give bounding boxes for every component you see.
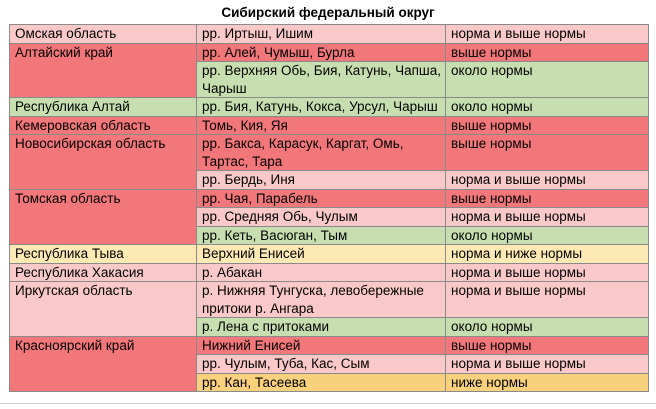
region-cell: Республика Алтай [9, 97, 197, 117]
rivers-cell: р. Абакан [196, 262, 446, 282]
status-cell: норма и ниже нормы [445, 244, 649, 264]
table-title: Сибирский федеральный округ [221, 5, 435, 20]
table-row: Кемеровская область Томь, Кия, Яя выше н… [9, 115, 649, 135]
table-row: рр. Бердь, Иня норма и выше нормы [10, 170, 649, 190]
rivers-cell: рр. Кан, Тасеева [196, 372, 446, 392]
table-row: Республика Алтай рр. Бия, Катунь, Кокса,… [9, 97, 649, 117]
table-row: Новосибирская область рр. Бакса, Карасук… [9, 134, 649, 190]
status-cell: ниже нормы [445, 372, 649, 392]
rivers-cell: рр. Кеть, Васюган, Тым [196, 225, 446, 245]
region-cell: Омская область [9, 24, 197, 44]
rivers-cell: рр. Алей, Чумыш, Бурла [196, 42, 446, 62]
status-cell: выше нормы [445, 134, 649, 171]
region-cell: Алтайский край [9, 42, 197, 98]
table-row: Красноярский край Нижний Енисей выше нор… [9, 335, 649, 392]
rivers-cell: Верхний Енисей [196, 244, 446, 264]
status-cell: около нормы [445, 225, 649, 245]
table-row: Республика Тыва Верхний Енисей норма и н… [9, 244, 649, 264]
table-row: Томская область рр. Чая, Парабель выше н… [9, 188, 649, 245]
table-row: Республика Хакасия р. Абакан норма и выш… [9, 262, 649, 282]
status-cell: около нормы [445, 61, 649, 98]
region-cell: Красноярский край [9, 335, 197, 392]
table-row: рр. Верхняя Обь, Бия, Катунь, Чапша, Чар… [10, 61, 649, 98]
table-row: рр. Средняя Обь, Чулым норма и выше норм… [10, 207, 649, 227]
status-cell: норма и выше нормы [445, 24, 649, 44]
table-row: Омская область рр. Иртыш, Ишим норма и в… [9, 24, 649, 44]
rivers-cell: рр. Бердь, Иня [196, 170, 446, 190]
status-cell: норма и выше нормы [445, 207, 649, 227]
rivers-cell: р. Нижняя Тунгуска, левобережные притоки… [196, 281, 446, 318]
table-row: Иркутская область р. Нижняя Тунгуска, ле… [9, 281, 649, 337]
status-cell: норма и выше нормы [445, 281, 649, 318]
status-cell: около нормы [445, 317, 649, 337]
region-cell: Новосибирская область [9, 134, 197, 190]
status-cell: выше нормы [445, 42, 649, 62]
rivers-cell: рр. Бия, Катунь, Кокса, Урсул, Чарыш [196, 97, 446, 117]
rivers-cell: рр. Средняя Обь, Чулым [196, 207, 446, 227]
bottom-divider [0, 403, 656, 404]
status-cell: норма и выше нормы [445, 170, 649, 190]
table-row: рр. Чулым, Туба, Кас, Сым норма и выше н… [10, 354, 649, 374]
table-row: Алтайский край рр. Алей, Чумыш, Бурла вы… [9, 42, 649, 98]
region-cell: Иркутская область [9, 281, 197, 337]
status-cell: выше нормы [445, 115, 649, 135]
status-cell: выше нормы [445, 335, 649, 355]
rivers-cell: Томь, Кия, Яя [196, 115, 446, 135]
rivers-cell: рр. Бакса, Карасук, Каргат, Омь, Тартас,… [196, 134, 446, 171]
rivers-cell: рр. Чая, Парабель [196, 188, 446, 208]
rivers-cell: рр. Иртыш, Ишим [196, 24, 446, 44]
rivers-cell: р. Лена с притоками [196, 317, 446, 337]
status-cell: норма и выше нормы [445, 354, 649, 374]
table-row: рр. Кан, Тасеева ниже нормы [10, 372, 649, 392]
status-cell: выше нормы [445, 188, 649, 208]
region-cell: Республика Тыва [9, 244, 197, 264]
rivers-cell: Нижний Енисей [196, 335, 446, 355]
table-row: рр. Кеть, Васюган, Тым около нормы [10, 225, 649, 245]
rivers-cell: рр. Чулым, Туба, Кас, Сым [196, 354, 446, 374]
rivers-cell: рр. Верхняя Обь, Бия, Катунь, Чапша, Чар… [196, 61, 446, 98]
region-cell: Республика Хакасия [9, 262, 197, 282]
region-cell: Кемеровская область [9, 115, 197, 135]
region-cell: Томская область [9, 188, 197, 245]
regions-table: Омская область рр. Иртыш, Ишим норма и в… [9, 24, 649, 392]
status-cell: норма и выше нормы [445, 262, 649, 282]
status-cell: около нормы [445, 97, 649, 117]
